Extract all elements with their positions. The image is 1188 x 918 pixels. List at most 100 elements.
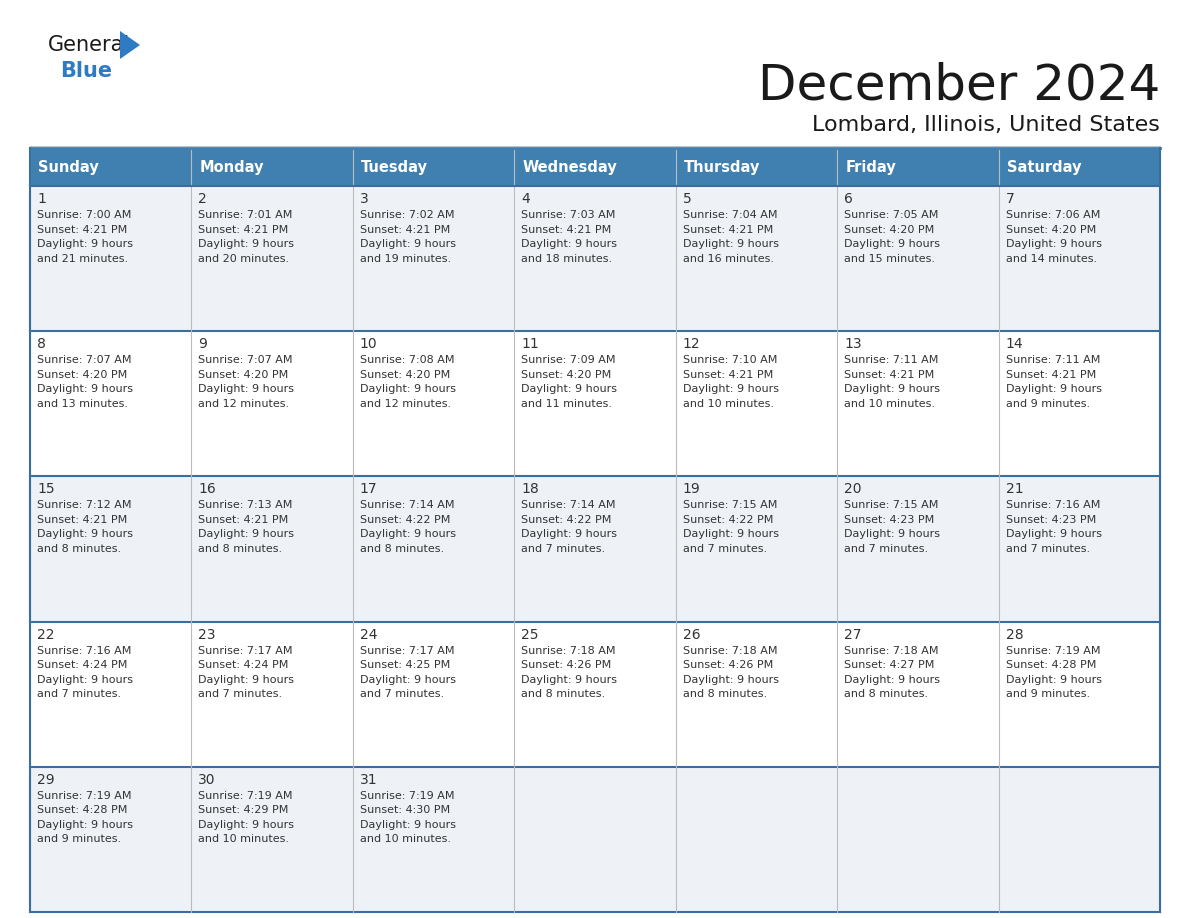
Text: Sunrise: 7:17 AM: Sunrise: 7:17 AM — [360, 645, 454, 655]
Text: Daylight: 9 hours: Daylight: 9 hours — [683, 239, 778, 249]
Text: 29: 29 — [37, 773, 55, 787]
Text: and 19 minutes.: and 19 minutes. — [360, 253, 451, 263]
Text: 9: 9 — [198, 337, 207, 352]
Text: 25: 25 — [522, 628, 539, 642]
Text: Sunset: 4:27 PM: Sunset: 4:27 PM — [845, 660, 935, 670]
Bar — [838, 148, 999, 186]
Text: Daylight: 9 hours: Daylight: 9 hours — [845, 675, 940, 685]
Text: Daylight: 9 hours: Daylight: 9 hours — [845, 530, 940, 540]
Bar — [676, 186, 838, 331]
Text: Sunset: 4:21 PM: Sunset: 4:21 PM — [198, 515, 289, 525]
Bar — [999, 767, 1159, 912]
Bar — [353, 767, 514, 912]
Text: Friday: Friday — [845, 160, 896, 174]
Bar — [999, 148, 1159, 186]
Text: Sunrise: 7:19 AM: Sunrise: 7:19 AM — [37, 790, 132, 800]
Text: Daylight: 9 hours: Daylight: 9 hours — [522, 239, 618, 249]
Text: Sunset: 4:22 PM: Sunset: 4:22 PM — [360, 515, 450, 525]
Text: and 9 minutes.: and 9 minutes. — [37, 834, 121, 845]
Text: Sunset: 4:21 PM: Sunset: 4:21 PM — [1005, 370, 1095, 380]
Bar — [514, 186, 676, 331]
Text: and 9 minutes.: and 9 minutes. — [1005, 689, 1089, 700]
Bar — [353, 331, 514, 476]
Bar — [514, 767, 676, 912]
Text: Sunset: 4:30 PM: Sunset: 4:30 PM — [360, 805, 450, 815]
Text: 2: 2 — [198, 192, 207, 206]
Text: and 8 minutes.: and 8 minutes. — [683, 689, 766, 700]
Bar — [676, 476, 838, 621]
Bar — [30, 148, 191, 186]
Text: 15: 15 — [37, 482, 55, 497]
Bar — [838, 767, 999, 912]
Text: December 2024: December 2024 — [758, 61, 1159, 109]
Text: and 8 minutes.: and 8 minutes. — [37, 543, 121, 554]
Text: Blue: Blue — [61, 61, 112, 81]
Text: and 10 minutes.: and 10 minutes. — [198, 834, 290, 845]
Bar — [191, 331, 353, 476]
Text: Daylight: 9 hours: Daylight: 9 hours — [683, 385, 778, 394]
Bar — [30, 186, 191, 331]
Text: Daylight: 9 hours: Daylight: 9 hours — [198, 385, 295, 394]
Text: 30: 30 — [198, 773, 216, 787]
Text: Sunrise: 7:05 AM: Sunrise: 7:05 AM — [845, 210, 939, 220]
Text: Sunrise: 7:14 AM: Sunrise: 7:14 AM — [360, 500, 454, 510]
Text: Daylight: 9 hours: Daylight: 9 hours — [1005, 239, 1101, 249]
Text: Daylight: 9 hours: Daylight: 9 hours — [37, 820, 133, 830]
Text: and 8 minutes.: and 8 minutes. — [198, 543, 283, 554]
Text: Sunrise: 7:07 AM: Sunrise: 7:07 AM — [198, 355, 293, 365]
Text: and 7 minutes.: and 7 minutes. — [522, 543, 606, 554]
Bar — [999, 186, 1159, 331]
Text: Daylight: 9 hours: Daylight: 9 hours — [37, 530, 133, 540]
Text: Sunset: 4:21 PM: Sunset: 4:21 PM — [198, 225, 289, 234]
Bar — [999, 621, 1159, 767]
Text: 6: 6 — [845, 192, 853, 206]
Text: Sunset: 4:29 PM: Sunset: 4:29 PM — [198, 805, 289, 815]
Text: Daylight: 9 hours: Daylight: 9 hours — [37, 385, 133, 394]
Text: Sunset: 4:20 PM: Sunset: 4:20 PM — [522, 370, 612, 380]
Text: Sunrise: 7:16 AM: Sunrise: 7:16 AM — [37, 645, 132, 655]
Text: Daylight: 9 hours: Daylight: 9 hours — [522, 530, 618, 540]
Text: Sunrise: 7:08 AM: Sunrise: 7:08 AM — [360, 355, 454, 365]
Text: 4: 4 — [522, 192, 530, 206]
Text: and 12 minutes.: and 12 minutes. — [360, 398, 451, 409]
Text: Sunrise: 7:17 AM: Sunrise: 7:17 AM — [198, 645, 293, 655]
Text: Daylight: 9 hours: Daylight: 9 hours — [360, 820, 456, 830]
Text: 21: 21 — [1005, 482, 1023, 497]
Bar — [30, 331, 191, 476]
Text: and 10 minutes.: and 10 minutes. — [683, 398, 773, 409]
Text: Sunrise: 7:09 AM: Sunrise: 7:09 AM — [522, 355, 615, 365]
Text: 16: 16 — [198, 482, 216, 497]
Text: and 10 minutes.: and 10 minutes. — [360, 834, 451, 845]
Polygon shape — [120, 31, 140, 59]
Text: Sunrise: 7:10 AM: Sunrise: 7:10 AM — [683, 355, 777, 365]
Bar — [353, 186, 514, 331]
Text: Daylight: 9 hours: Daylight: 9 hours — [1005, 385, 1101, 394]
Text: Daylight: 9 hours: Daylight: 9 hours — [198, 675, 295, 685]
Text: Sunrise: 7:15 AM: Sunrise: 7:15 AM — [845, 500, 939, 510]
Text: Sunset: 4:28 PM: Sunset: 4:28 PM — [1005, 660, 1097, 670]
Bar — [999, 331, 1159, 476]
Text: Daylight: 9 hours: Daylight: 9 hours — [845, 239, 940, 249]
Text: Daylight: 9 hours: Daylight: 9 hours — [198, 820, 295, 830]
Text: Sunrise: 7:19 AM: Sunrise: 7:19 AM — [1005, 645, 1100, 655]
Text: 11: 11 — [522, 337, 539, 352]
Text: Saturday: Saturday — [1006, 160, 1081, 174]
Text: Daylight: 9 hours: Daylight: 9 hours — [198, 239, 295, 249]
Text: 20: 20 — [845, 482, 861, 497]
Bar — [191, 476, 353, 621]
Text: Daylight: 9 hours: Daylight: 9 hours — [37, 675, 133, 685]
Bar — [838, 331, 999, 476]
Bar — [30, 476, 191, 621]
Text: 18: 18 — [522, 482, 539, 497]
Bar — [838, 186, 999, 331]
Text: 17: 17 — [360, 482, 378, 497]
Text: Daylight: 9 hours: Daylight: 9 hours — [683, 530, 778, 540]
Text: and 7 minutes.: and 7 minutes. — [1005, 543, 1089, 554]
Text: Sunrise: 7:18 AM: Sunrise: 7:18 AM — [845, 645, 939, 655]
Bar — [353, 621, 514, 767]
Text: and 10 minutes.: and 10 minutes. — [845, 398, 935, 409]
Text: Sunrise: 7:18 AM: Sunrise: 7:18 AM — [522, 645, 615, 655]
Text: 27: 27 — [845, 628, 861, 642]
Text: Sunrise: 7:01 AM: Sunrise: 7:01 AM — [198, 210, 292, 220]
Bar — [191, 767, 353, 912]
